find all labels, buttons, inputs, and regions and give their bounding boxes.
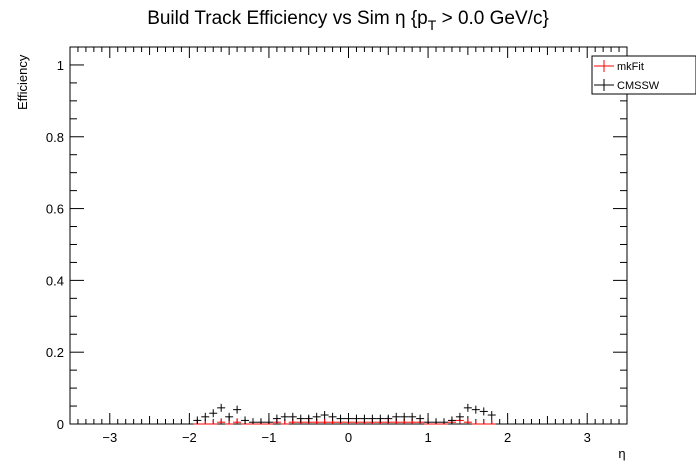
data-point [217, 418, 226, 424]
data-point [336, 414, 345, 423]
data-point [225, 412, 234, 421]
legend-label-mkfit: mkFit [617, 61, 644, 73]
legend-marker-mkfit [594, 60, 614, 72]
data-point [408, 412, 417, 421]
y-tick-label: 1 [57, 58, 64, 73]
x-tick-label: −3 [102, 430, 117, 445]
data-point [463, 403, 472, 412]
data-point [201, 412, 210, 421]
data-point [360, 414, 369, 423]
y-tick-label: 0.4 [46, 273, 64, 288]
data-point [479, 420, 488, 425]
y-tick-label: 0 [57, 417, 64, 432]
data-point [344, 414, 353, 423]
data-point [400, 412, 409, 421]
data-point [487, 411, 496, 420]
data-point [424, 418, 433, 424]
data-point [320, 411, 329, 420]
data-point [432, 418, 441, 424]
data-point [264, 418, 273, 424]
data-point [296, 414, 305, 423]
data-point [288, 412, 297, 421]
series-cmssw [193, 403, 496, 424]
data-point [217, 403, 226, 412]
data-point [312, 412, 321, 421]
legend-label-cmssw: CMSSW [617, 80, 660, 92]
data-point [233, 418, 242, 424]
data-series [193, 403, 496, 425]
data-point [352, 414, 361, 423]
data-point [416, 414, 425, 423]
data-point [376, 414, 385, 423]
data-point [193, 416, 202, 424]
chart-title: Build Track Efficiency vs Sim η {pT > 0.… [147, 8, 549, 33]
data-point [439, 418, 448, 424]
y-tick-label: 0.2 [46, 345, 64, 360]
y-tick-label: 0.6 [46, 202, 64, 217]
x-tick-label: 0 [345, 430, 352, 445]
y-axis-tick-labels: 0 0.2 0.4 0.6 0.8 1 [46, 58, 64, 432]
x-axis-ticks [69, 47, 628, 424]
data-point [487, 420, 496, 425]
data-point [249, 418, 258, 424]
data-point [328, 412, 337, 421]
data-point [280, 412, 289, 421]
data-point [304, 414, 313, 423]
data-point [384, 414, 393, 423]
x-tick-label: 3 [584, 430, 591, 445]
data-point [368, 414, 377, 423]
data-point [463, 418, 472, 424]
x-tick-label: −1 [262, 430, 277, 445]
x-tick-label: 1 [424, 430, 431, 445]
data-point [320, 418, 329, 424]
legend-box [591, 55, 696, 95]
data-point [241, 416, 250, 424]
title-tail: > 0.0 GeV/c} [436, 8, 549, 29]
x-tick-label: −2 [182, 430, 197, 445]
data-point [479, 407, 488, 416]
legend: mkFit CMSSW [591, 55, 696, 95]
data-point [272, 414, 281, 423]
data-point [447, 416, 456, 424]
legend-marker-cmssw [594, 79, 614, 91]
y-axis-ticks [70, 46, 627, 425]
x-tick-label: 2 [504, 430, 511, 445]
plot-frame [69, 46, 628, 425]
x-axis-tick-labels: −3 −2 −1 0 1 2 3 [102, 430, 590, 445]
y-axis-title: Efficiency [15, 54, 30, 110]
data-point [256, 418, 265, 424]
title-subscript: T [428, 17, 437, 33]
data-point [471, 420, 480, 425]
data-point [392, 412, 401, 421]
title-main: Build Track Efficiency vs Sim η {p [147, 8, 428, 29]
data-point [209, 409, 218, 418]
data-point [233, 405, 242, 414]
data-point [455, 412, 464, 421]
x-axis-title: η [618, 446, 625, 461]
y-tick-label: 0.8 [46, 130, 64, 145]
data-point [471, 405, 480, 414]
data-point [209, 420, 218, 425]
